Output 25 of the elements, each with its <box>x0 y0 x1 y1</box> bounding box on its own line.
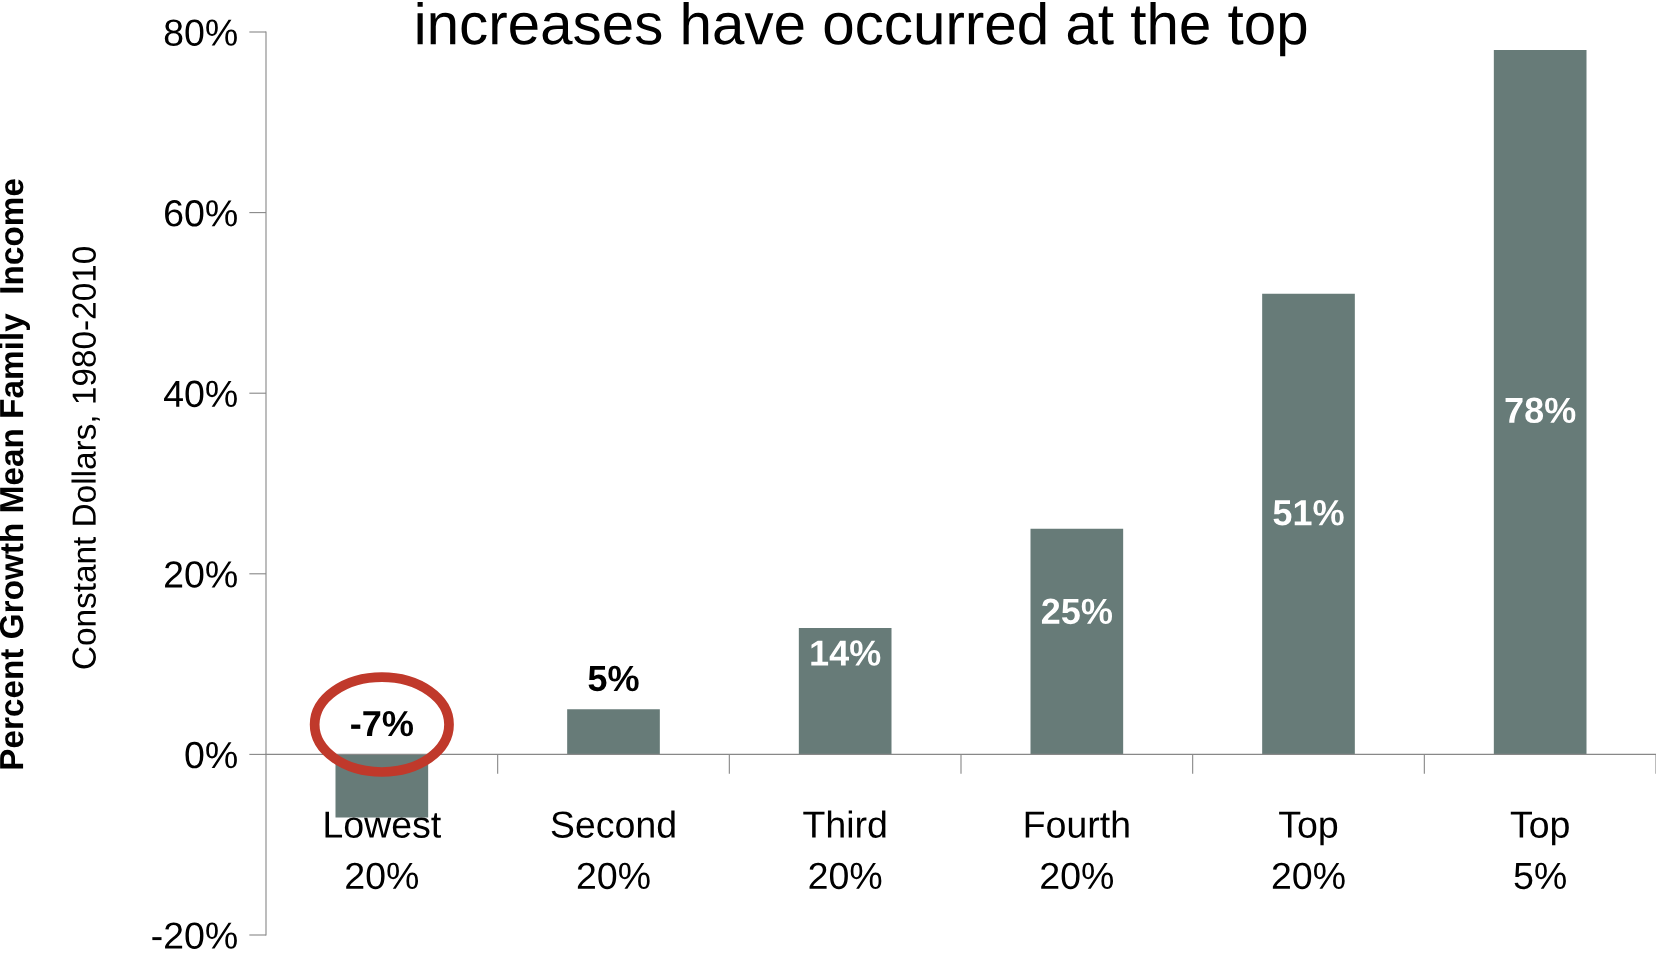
data-label: 25% <box>1041 598 1113 625</box>
y-tick-label: 80% <box>164 19 237 46</box>
x-tick-label: Lowest 20% <box>325 811 441 890</box>
x-tick-label: Third 20% <box>803 810 886 890</box>
x-tick-label: Fourth 20% <box>1025 810 1129 890</box>
bar <box>1262 293 1355 755</box>
x-tick-label: Top 20% <box>1272 811 1345 890</box>
text: Constant Dollars, 1980-2010 <box>71 247 100 669</box>
y-tick-label: 60% <box>165 200 237 227</box>
data-label: 78% <box>1505 397 1576 424</box>
bar <box>798 627 892 755</box>
y-tick-label: 40% <box>164 380 237 408</box>
y-tick-label: 20% <box>165 561 237 588</box>
bar <box>1030 528 1124 755</box>
data-label: 5% <box>588 665 639 692</box>
bar <box>567 709 660 755</box>
data-label: -7% <box>351 710 413 737</box>
data-label: 51% <box>1273 500 1344 526</box>
x-tick-label: Top 5% <box>1510 811 1569 890</box>
x-tick-label: Second 20% <box>551 810 675 890</box>
bar <box>1493 50 1587 755</box>
chart-title: increases have occurred at the top <box>417 1 1307 57</box>
y-tick-label: 0% <box>185 741 237 769</box>
y-tick-label: -20% <box>152 922 237 949</box>
data-label: 14% <box>811 640 881 666</box>
